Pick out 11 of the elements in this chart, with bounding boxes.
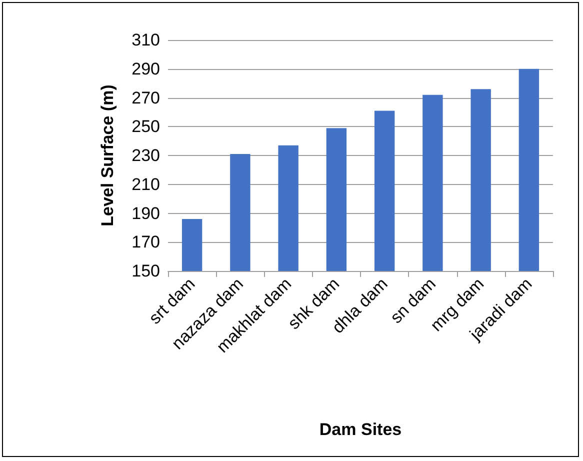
y-tick-label: 250 [132, 117, 160, 136]
y-tick-label: 150 [132, 262, 160, 280]
x-axis-title: Dam Sites [319, 420, 402, 439]
y-tick-label: 210 [132, 174, 160, 194]
y-tick-label: 270 [132, 88, 160, 108]
y-tick-label: 170 [132, 232, 160, 252]
y-tick-label: 230 [132, 146, 160, 165]
y-tick-label: 190 [132, 204, 160, 223]
y-tick-label: 310 [132, 30, 160, 50]
y-tick-label: 290 [132, 59, 160, 78]
y-axis-title: Level Surface (m) [98, 84, 117, 226]
